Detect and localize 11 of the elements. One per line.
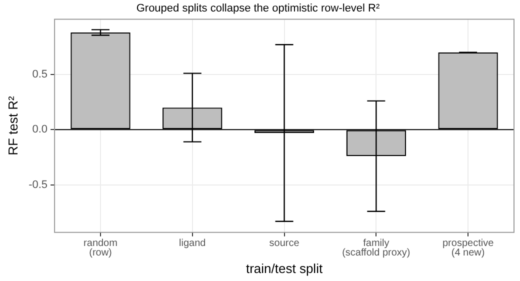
y-tick-label: 0.5 [32, 68, 48, 80]
x-axis-title: train/test split [246, 260, 323, 276]
x-tick-label: prospective (4 new) [442, 238, 494, 258]
y-axis-title: RF test R² [5, 96, 20, 156]
y-tick-label: 0.0 [32, 124, 48, 136]
x-tick-label: family (scaffold proxy) [342, 238, 410, 258]
x-tick-label: source [269, 238, 300, 249]
x-tick-label: ligand [179, 238, 206, 249]
y-tick-label: -0.5 [28, 178, 48, 191]
chart-title: Grouped splits collapse the optimistic row-level R² [136, 2, 380, 15]
x-tick-label: random (row) [84, 238, 118, 258]
